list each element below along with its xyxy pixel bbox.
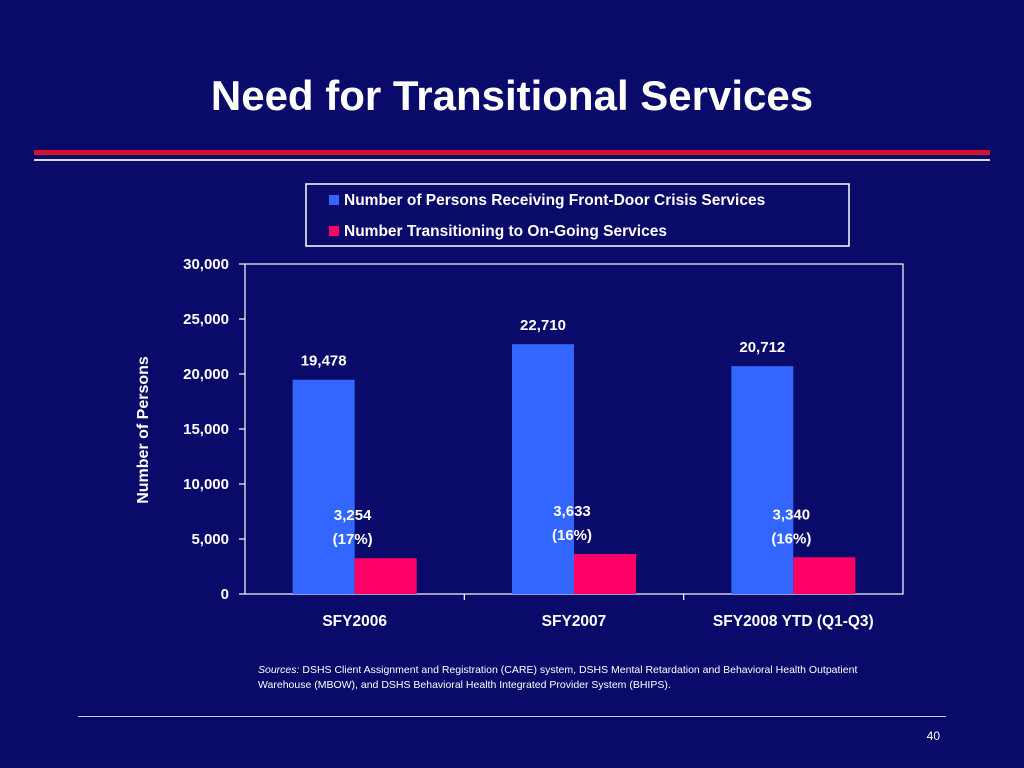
- title-divider-white: [34, 159, 990, 161]
- bar-transitioning: [793, 557, 856, 594]
- data-label-transitioning: 3,340: [773, 506, 811, 523]
- footer-divider: [78, 716, 946, 717]
- data-label-transitioning: 3,254: [334, 507, 372, 524]
- legend-label: Number Transitioning to On-Going Service…: [344, 223, 667, 240]
- data-label-percent: (16%): [771, 530, 811, 547]
- bar-transitioning: [354, 558, 417, 594]
- y-tick-label: 25,000: [183, 311, 229, 328]
- y-tick-label: 5,000: [191, 531, 229, 548]
- y-tick-label: 20,000: [183, 366, 229, 383]
- legend-label: Number of Persons Receiving Front-Door C…: [344, 192, 765, 209]
- slide-title: Need for Transitional Services: [210, 72, 814, 119]
- x-tick-label: SFY2007: [542, 613, 607, 630]
- legend-swatch: [329, 195, 339, 205]
- y-tick-label: 10,000: [183, 476, 229, 493]
- sources-note: Sources: DSHS Client Assignment and Regi…: [258, 663, 858, 693]
- y-axis-label: Number of Persons: [135, 356, 152, 504]
- bar-transitioning: [574, 554, 636, 594]
- x-tick-label: SFY2008 YTD (Q1-Q3): [713, 613, 874, 630]
- y-tick-label: 15,000: [183, 421, 229, 438]
- bar-crisis-services: [512, 344, 574, 594]
- sources-text: DSHS Client Assignment and Registration …: [258, 664, 858, 691]
- y-tick-label: 0: [221, 586, 229, 603]
- legend-box: [305, 183, 850, 247]
- data-label-percent: (16%): [552, 527, 592, 544]
- legend-swatch: [329, 226, 339, 236]
- data-label-crisis: 19,478: [301, 353, 347, 370]
- bar-crisis-services: [292, 379, 355, 594]
- y-tick-label: 30,000: [183, 256, 229, 273]
- title-divider-red: [34, 150, 990, 155]
- data-label-transitioning: 3,633: [553, 503, 591, 520]
- data-label-percent: (17%): [333, 531, 373, 548]
- bar-crisis-services: [731, 366, 794, 594]
- data-label-crisis: 20,712: [739, 339, 785, 356]
- x-tick-label: SFY2006: [322, 613, 387, 630]
- sources-label: Sources:: [258, 664, 300, 676]
- data-label-crisis: 22,710: [520, 317, 566, 334]
- page-number: 40: [926, 729, 940, 743]
